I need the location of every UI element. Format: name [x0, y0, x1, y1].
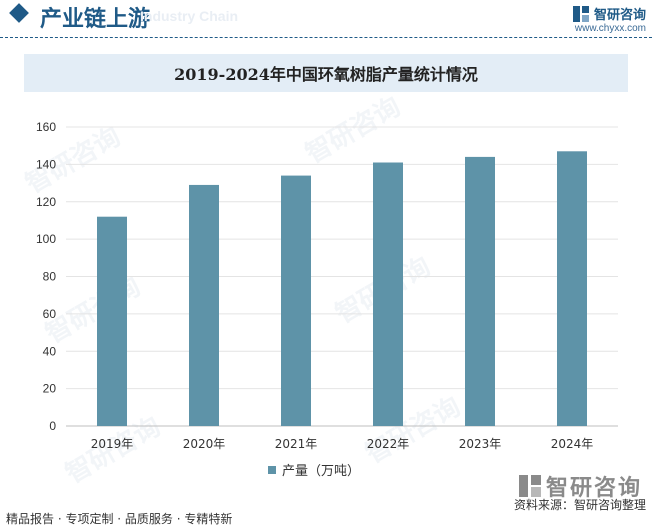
data-source: 资料来源：智研咨询整理 [513, 498, 646, 512]
brand-name: 智研咨询 [593, 8, 646, 23]
chart-title: 2019-2024年中国环氧树脂产量统计情况 [174, 65, 478, 84]
y-tick-label: 100 [36, 232, 56, 246]
bar [465, 156, 495, 426]
brand[interactable]: 智研咨询 www.chyxx.com [572, 4, 646, 34]
header-divider [0, 37, 652, 38]
legend-label: 产量（万吨） [282, 464, 361, 479]
bar [373, 162, 403, 426]
footer-slogan: 精品报告 · 专项定制 · 品质服务 · 专精特新 [6, 512, 233, 526]
footer-brand-name: 智研咨询 [545, 476, 642, 501]
footer-logo-icon [518, 475, 541, 497]
chart-title-bar: 2019-2024年中国环氧树脂产量统计情况 [24, 54, 628, 92]
x-tick-label: 2024年 [551, 437, 594, 451]
header-ghost-text: Industry Chain [140, 8, 239, 24]
y-tick-label: 60 [43, 307, 57, 321]
y-tick-label: 20 [43, 382, 57, 396]
bar [189, 184, 219, 426]
legend-swatch [268, 465, 276, 474]
bar [281, 175, 311, 426]
brand-logo-icon [572, 5, 589, 22]
footer-brand: 智研咨询 [518, 470, 642, 502]
chart-legend: 产量（万吨） [268, 460, 360, 479]
x-tick-label: 2020年 [183, 437, 226, 451]
x-tick-label: 2019年 [91, 437, 134, 451]
page-header: 产业链上游 Industry Chain 智研咨询 www.chyxx.com [0, 0, 652, 38]
y-tick-label: 40 [43, 344, 57, 358]
y-tick-label: 160 [36, 120, 56, 134]
y-tick-label: 0 [49, 419, 56, 433]
page-title: 产业链上游 [40, 6, 151, 32]
y-tick-label: 120 [36, 195, 56, 209]
bar [557, 151, 587, 426]
x-tick-label: 2021年 [275, 437, 318, 451]
brand-url[interactable]: www.chyxx.com [574, 23, 646, 34]
x-tick-label: 2023年 [459, 437, 502, 451]
y-tick-label: 140 [36, 157, 56, 171]
x-tick-label: 2022年 [367, 437, 410, 451]
y-tick-label: 80 [43, 270, 57, 284]
bar [97, 216, 127, 426]
